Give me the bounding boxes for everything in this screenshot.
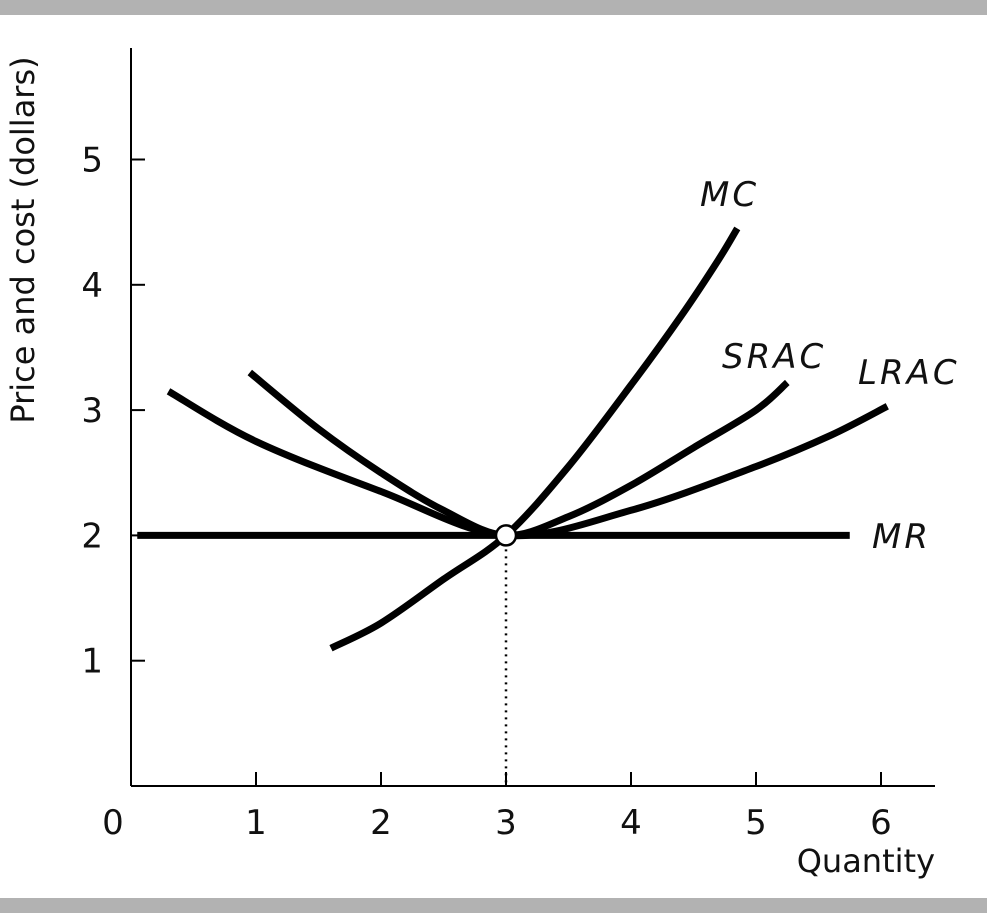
x-axis-title: Quantity xyxy=(797,842,935,880)
x-tick-label: 6 xyxy=(870,803,892,843)
axes xyxy=(130,48,935,787)
x-tick-label: 4 xyxy=(620,803,642,843)
y-tick-label: 3 xyxy=(81,391,103,431)
srac-label: SRAC xyxy=(722,337,826,377)
srac-curve xyxy=(247,369,790,539)
mr-label: MR xyxy=(872,517,931,557)
ticks: 0 1 2 3 4 5 6 1 2 3 4 5 xyxy=(81,141,891,844)
y-axis-title: Price and cost (dollars) xyxy=(4,56,42,423)
mc-curve xyxy=(329,226,741,652)
x-tick-label: 0 xyxy=(102,803,124,843)
labels: MC SRAC LRAC MR xyxy=(700,175,960,557)
x-tick-label: 2 xyxy=(370,803,392,843)
bottom-border-bar xyxy=(0,898,987,913)
x-tick-label: 5 xyxy=(745,803,767,843)
annotations xyxy=(494,524,518,786)
curves xyxy=(137,226,889,652)
y-tick-label: 5 xyxy=(81,141,103,181)
y-tick-label: 4 xyxy=(81,266,103,306)
y-tick-label: 1 xyxy=(81,642,103,682)
x-tick-label: 3 xyxy=(495,803,517,843)
lrac-label: LRAC xyxy=(858,353,960,393)
y-tick-label: 2 xyxy=(81,516,103,556)
mc-label: MC xyxy=(700,175,759,215)
top-border-bar xyxy=(0,0,987,15)
x-tick-label: 1 xyxy=(245,803,267,843)
equilibrium-point xyxy=(494,524,518,547)
